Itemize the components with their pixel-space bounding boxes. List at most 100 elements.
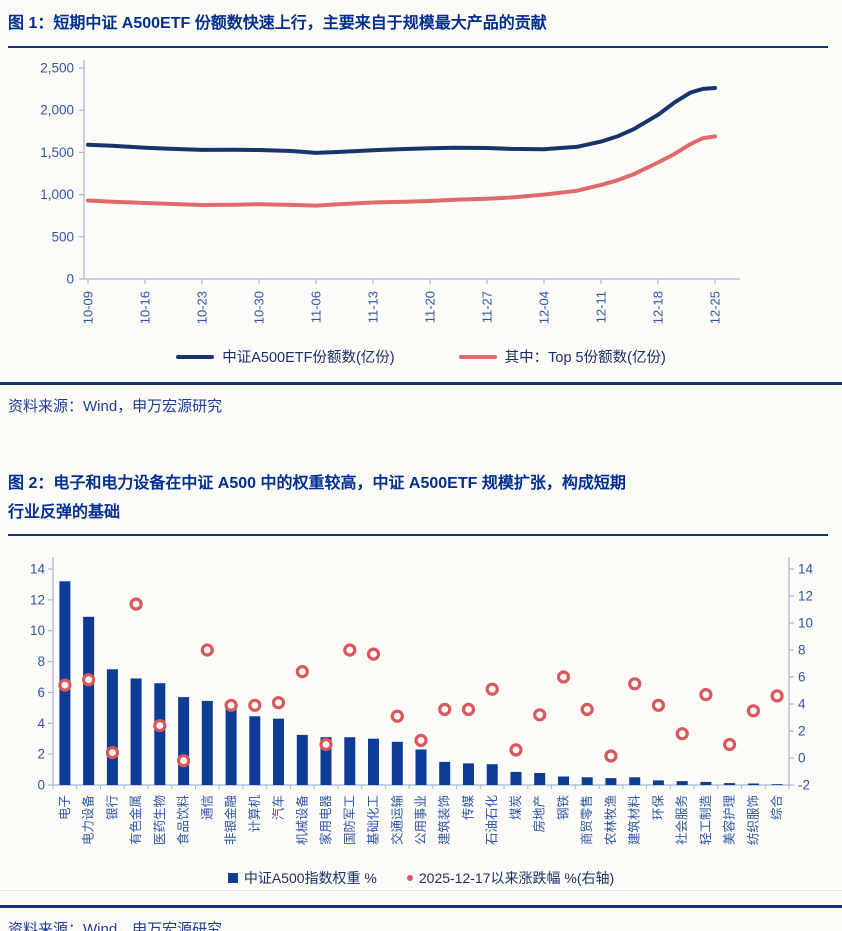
x-tick-label: 12-25	[708, 291, 723, 324]
weight-bar	[747, 783, 759, 786]
image-edge-line	[0, 890, 842, 892]
change-scatter-dot	[366, 647, 381, 662]
left-tick-label: 10	[30, 624, 45, 639]
legend-item-index-weight: 中证A500指数权重 %	[227, 868, 377, 888]
change-scatter-dot	[651, 699, 666, 713]
weight-bar	[320, 737, 332, 786]
left-tick-label: 12	[30, 593, 45, 608]
change-scatter-dot	[153, 719, 167, 733]
category-label: 国防军工	[342, 795, 357, 845]
x-tick-label: 11-20	[423, 291, 438, 323]
change-scatter-dot	[722, 738, 737, 752]
weight-bar	[652, 780, 664, 786]
weight-bar	[463, 763, 474, 786]
category-label: 家用电器	[318, 795, 333, 846]
weight-bar	[510, 772, 522, 786]
x-tick-label: 11-13	[366, 291, 381, 323]
category-label: 有色金属	[128, 795, 143, 845]
category-label: 钢铁	[556, 795, 570, 821]
category-label: 房地产	[532, 795, 547, 833]
category-label: 公用事业	[414, 795, 428, 845]
figure2-source: 资料来源：Wind，申万宏源研究	[8, 921, 223, 931]
y-tick-label: 2,500	[40, 60, 74, 75]
line-swatch-red-icon	[458, 354, 497, 359]
weight-bar	[391, 742, 403, 786]
category-label: 医药生物	[153, 795, 167, 845]
category-label: 电力设备	[81, 795, 96, 846]
figure1-title: 图 1：短期中证 A500ETF 份额数快速上行，主要来自于规模最大产品的贡献	[8, 10, 828, 48]
x-tick-label: 11-06	[309, 291, 324, 323]
y-tick-label: 2,000	[40, 102, 74, 117]
weight-bar	[296, 735, 308, 786]
weight-bar	[201, 701, 213, 786]
weight-bar	[415, 749, 427, 786]
change-scatter-dot	[58, 678, 72, 693]
right-tick-label: 10	[798, 616, 813, 631]
category-label: 建筑装饰	[437, 795, 452, 845]
legend-item-price-change: 2025-12-17以来涨跌幅 %(右轴)	[406, 868, 615, 888]
change-scatter-dot	[177, 754, 191, 768]
report-page: 图 1：短期中证 A500ETF 份额数快速上行，主要来自于规模最大产品的贡献 …	[0, 10, 842, 931]
category-label: 社会服务	[674, 795, 689, 845]
separator-line	[0, 905, 842, 909]
figure2-legend: 中证A500指数权重 % 2025-12-17以来涨跌幅 %(右轴)	[0, 866, 842, 890]
left-tick-label: 2	[37, 747, 45, 762]
category-label: 银行	[105, 795, 119, 820]
legend-label: 其中：Top 5份额数(亿份)	[504, 350, 666, 367]
line-swatch-navy-icon	[176, 354, 215, 359]
change-scatter-dot	[271, 696, 286, 710]
category-label: 交通运输	[389, 795, 404, 846]
x-tick-label: 10-30	[252, 291, 267, 324]
right-tick-label: 0	[798, 751, 806, 766]
change-scatter-dot	[556, 670, 571, 684]
change-scatter-dot	[319, 738, 333, 752]
right-tick-label: 4	[798, 697, 806, 712]
change-scatter-dot	[129, 597, 143, 612]
category-label: 轻工制造	[699, 795, 713, 846]
left-tick-label: 14	[30, 562, 46, 577]
change-scatter-dot	[604, 749, 618, 763]
category-label: 环保	[651, 795, 665, 821]
right-tick-label: 12	[798, 589, 813, 604]
change-scatter-dot	[295, 665, 309, 679]
weight-bar	[178, 697, 190, 786]
right-tick-label: 14	[798, 562, 814, 577]
change-scatter-dot	[224, 699, 238, 713]
weight-bar	[130, 678, 142, 786]
weight-bar	[486, 764, 498, 786]
left-tick-label: 6	[37, 685, 45, 700]
x-tick-label: 12-11	[594, 291, 609, 323]
figure2-title-line1: 图 2：电子和电力设备在中证 A500 中的权重较高，中证 A500ETF 规模…	[8, 474, 626, 492]
weight-bar	[154, 683, 166, 786]
category-label: 煤炭	[509, 795, 523, 820]
weight-bar	[724, 783, 736, 786]
weight-bar	[558, 776, 569, 786]
legend-item-etf-total: 中证A500ETF份额数(亿份)	[176, 346, 395, 367]
figure1-legend: 中证A500ETF份额数(亿份) 其中：Top 5份额数(亿份)	[0, 340, 842, 374]
change-scatter-dot	[461, 703, 476, 717]
legend-label: 中证A500指数权重 %	[243, 870, 377, 887]
category-label: 美容护理	[722, 795, 737, 846]
weight-bar	[225, 705, 237, 786]
x-tick-label: 12-18	[651, 291, 666, 324]
left-tick-label: 4	[37, 716, 45, 731]
change-scatter-dot	[580, 703, 594, 717]
category-label: 通信	[200, 795, 214, 820]
weight-bar	[344, 737, 356, 786]
x-tick-label: 10-09	[81, 291, 96, 324]
change-scatter-dot	[628, 677, 642, 691]
category-label: 汽车	[271, 795, 286, 820]
category-label: 计算机	[247, 795, 262, 833]
change-scatter-dot	[699, 688, 713, 702]
category-label: 电子	[58, 795, 72, 820]
x-tick-label: 10-23	[195, 291, 210, 324]
line-series-0	[86, 85, 717, 155]
right-tick-label: 6	[798, 670, 806, 685]
figure1-title-text: 图 1：短期中证 A500ETF 份额数快速上行，主要来自于规模最大产品的贡献	[8, 15, 547, 32]
weight-bar	[273, 719, 284, 786]
figure2-title-wrap: 图 2：电子和电力设备在中证 A500 中的权重较高，中证 A500ETF 规模…	[0, 470, 842, 537]
right-tick-label: 2	[798, 724, 806, 739]
change-scatter-dot	[533, 708, 547, 722]
legend-label: 2025-12-17以来涨跌幅 %(右轴)	[418, 870, 615, 887]
category-label: 商贸零售	[579, 795, 594, 845]
